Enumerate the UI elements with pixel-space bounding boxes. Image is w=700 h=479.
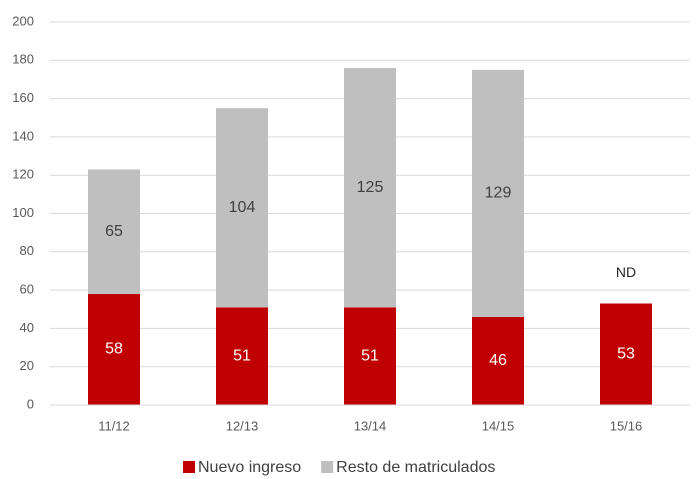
bar-segment: [472, 316, 524, 405]
data-label: ND: [616, 264, 636, 280]
x-tick-label: 11/12: [98, 418, 130, 433]
y-tick-label: 200: [12, 13, 34, 28]
y-tick-label: 100: [12, 205, 34, 220]
bar-segment: [472, 69, 524, 317]
bar-segment: [216, 307, 268, 405]
legend-swatch: [183, 461, 195, 473]
y-tick-label: 40: [20, 320, 34, 335]
data-label: 51: [233, 347, 251, 364]
y-tick-label: 0: [27, 396, 34, 411]
legend-swatch: [321, 461, 334, 473]
data-label: 129: [485, 185, 512, 202]
bar-segment: [600, 303, 652, 405]
x-tick-label: 12/13: [226, 418, 259, 433]
y-tick-label: 180: [12, 52, 34, 67]
bar-segment: [88, 293, 140, 405]
data-label: 46: [489, 352, 507, 369]
y-tick-label: 120: [12, 167, 34, 182]
x-tick-label: 14/15: [482, 418, 515, 433]
y-tick-label: 60: [20, 282, 34, 297]
y-tick-label: 160: [12, 90, 34, 105]
legend-label: Resto de matriculados: [336, 459, 495, 476]
legend-label: Nuevo ingreso: [198, 459, 301, 476]
x-tick-label: 15/16: [610, 418, 643, 433]
y-tick-label: 20: [20, 358, 34, 373]
bar-segment: [88, 169, 140, 294]
bar-segment: [216, 108, 268, 308]
data-label: 65: [105, 223, 123, 240]
bar-segment: [344, 307, 396, 405]
data-label: 125: [357, 179, 384, 196]
y-tick-label: 140: [12, 128, 34, 143]
data-label: 104: [229, 199, 256, 216]
data-label: 53: [617, 345, 635, 362]
bar-segment: [344, 67, 396, 308]
x-tick-label: 13/14: [354, 418, 387, 433]
data-label: 51: [361, 347, 379, 364]
y-tick-label: 80: [20, 243, 34, 258]
data-label: 58: [105, 341, 123, 358]
